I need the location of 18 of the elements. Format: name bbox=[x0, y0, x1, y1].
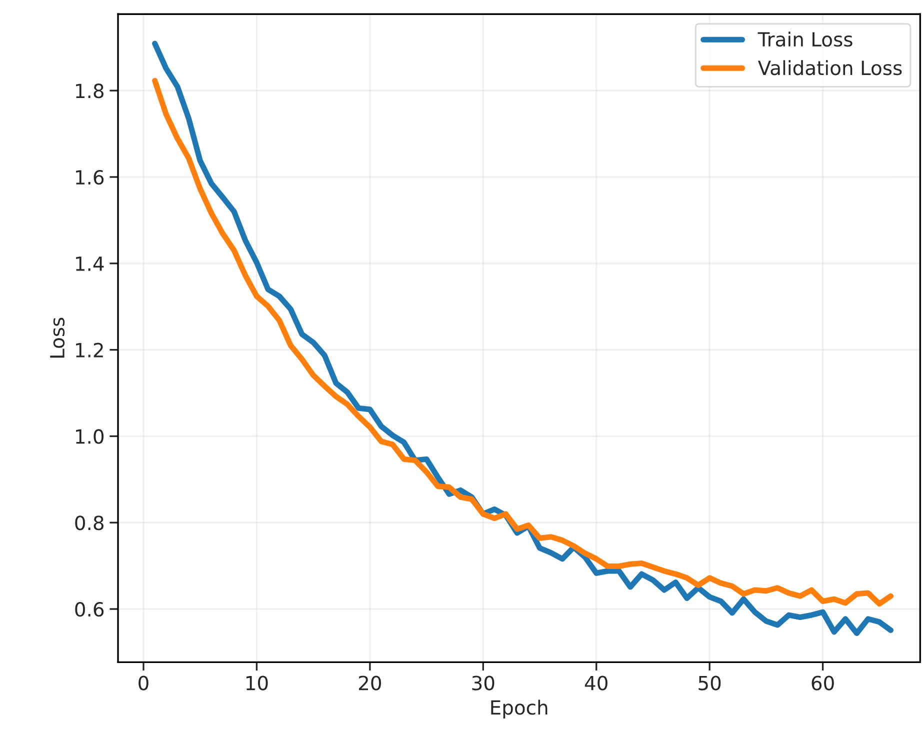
x-tick-label: 50 bbox=[698, 676, 721, 690]
y-tick-label: 1.8 bbox=[76, 84, 104, 98]
x-tick-label: 20 bbox=[358, 676, 382, 690]
x-tick-label: 0 bbox=[138, 676, 148, 690]
y-tick-label: 0.6 bbox=[75, 602, 104, 617]
y-tick-label: 0.8 bbox=[75, 516, 104, 530]
x-axis-title: Epoch bbox=[491, 700, 548, 719]
x-tick-label: 10 bbox=[246, 676, 268, 690]
x-tick-label: 40 bbox=[584, 676, 608, 690]
y-tick-label: 1.0 bbox=[76, 429, 104, 444]
y-tick-label: 1.2 bbox=[76, 342, 103, 358]
x-tick-label: 60 bbox=[812, 676, 834, 690]
legend-label: Train Loss bbox=[758, 32, 852, 47]
y-tick-label: 1.6 bbox=[76, 170, 104, 185]
legend-label: Validation Loss bbox=[758, 60, 902, 76]
y-axis-title: Loss bbox=[50, 318, 65, 358]
x-tick-label: 30 bbox=[472, 676, 494, 690]
y-tick-label: 1.4 bbox=[76, 256, 104, 271]
